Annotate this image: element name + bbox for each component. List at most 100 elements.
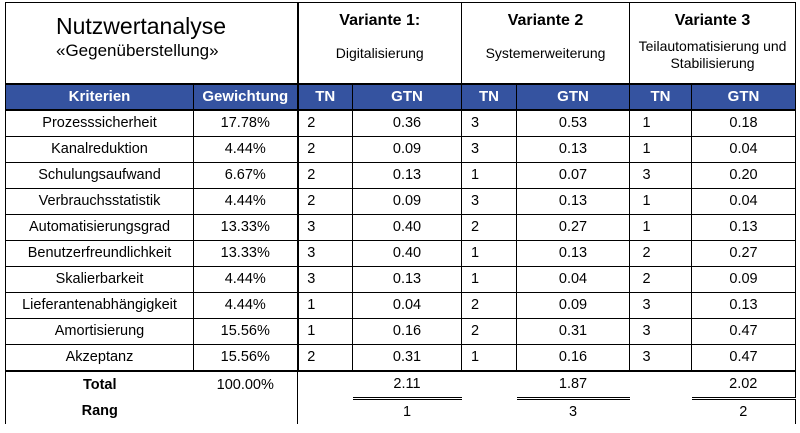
- total-value-3: 2.02: [691, 369, 796, 400]
- criterion-cell: Akzeptanz: [5, 343, 194, 371]
- tn-cell: 1: [461, 239, 517, 267]
- tn-cell: 2: [629, 265, 692, 293]
- variant-3-desc: Teilautomatisierung und Stabilisierung: [638, 38, 787, 71]
- weight-cell: 4.44%: [193, 187, 299, 215]
- weight-cell: 13.33%: [193, 213, 299, 241]
- weight-cell: 4.44%: [193, 135, 299, 163]
- tn-cell: 1: [629, 213, 692, 241]
- tn-cell: 1: [629, 187, 692, 215]
- weight-cell: 4.44%: [193, 291, 299, 319]
- rank-value-2: 3: [568, 403, 578, 420]
- tn-cell: 3: [461, 187, 517, 215]
- total-row: Total 100.00% 2.11 1.87 2.02: [5, 369, 796, 400]
- criterion-cell: Lieferantenabhängigkeit: [5, 291, 194, 319]
- variant-3-name: Variante 3: [674, 12, 751, 29]
- gtn-cell: 0.27: [691, 239, 796, 267]
- gtn-cell: 0.04: [352, 291, 462, 319]
- table-row: Kanalreduktion 4.44% 2 0.09 3 0.13 1 0.04: [5, 135, 796, 163]
- tn-cell: 3: [629, 161, 692, 189]
- table-row: Lieferantenabhängigkeit 4.44% 1 0.04 2 0.09 3 0…: [5, 291, 796, 319]
- header-tn-2: TN: [461, 83, 517, 111]
- tn-cell: 3: [629, 291, 692, 319]
- gtn-cell: 0.16: [516, 343, 630, 371]
- weight-cell: 17.78%: [193, 109, 299, 137]
- tn-cell: 2: [629, 239, 692, 267]
- gtn-cell: 0.09: [352, 135, 462, 163]
- total-value-2: 1.87: [516, 369, 630, 400]
- tn-cell: 2: [297, 135, 353, 163]
- tn-cell: 3: [629, 317, 692, 345]
- total-label: Total: [5, 369, 194, 398]
- gtn-cell: 0.47: [691, 317, 796, 345]
- utility-analysis-table: Nutzwertanalyse «Gegenüberstellung» Vari…: [5, 2, 796, 424]
- tn-cell: 2: [297, 343, 353, 371]
- table-row: Verbrauchsstatistik 4.44% 2 0.09 3 0.13 1 0.04: [5, 187, 796, 215]
- tn-cell: 1: [297, 317, 353, 345]
- header-gtn-1: GTN: [352, 83, 462, 111]
- gtn-cell: 0.04: [691, 135, 796, 163]
- table-row: Prozesssicherheit 17.78% 2 0.36 3 0.53 1 0.18: [5, 109, 796, 137]
- gtn-cell: 0.13: [352, 265, 462, 293]
- gtn-cell: 0.20: [691, 161, 796, 189]
- gtn-cell: 0.31: [352, 343, 462, 371]
- table-row: Akzeptanz 15.56% 2 0.31 1 0.16 3 0.47: [5, 343, 796, 371]
- gtn-cell: 0.04: [691, 187, 796, 215]
- table-row: Schulungsaufwand 6.67% 2 0.13 1 0.07 3 0.20: [5, 161, 796, 189]
- weight-cell: 15.56%: [193, 343, 299, 371]
- header-weight: Gewichtung: [193, 83, 299, 111]
- gtn-cell: 0.09: [691, 265, 796, 293]
- table-row: Benutzerfreundlichkeit 13.33% 3 0.40 1 0.13 2 0…: [5, 239, 796, 267]
- gtn-cell: 0.04: [516, 265, 630, 293]
- tn-cell: 2: [461, 291, 517, 319]
- tn-cell: 2: [461, 213, 517, 241]
- criterion-cell: Automatisierungsgrad: [5, 213, 194, 241]
- gtn-cell: 0.09: [516, 291, 630, 319]
- title-row: Nutzwertanalyse «Gegenüberstellung» Vari…: [5, 2, 796, 85]
- gtn-cell: 0.13: [516, 239, 630, 267]
- header-criteria: Kriterien: [5, 83, 194, 111]
- variant-1-desc: Digitalisierung: [335, 45, 424, 61]
- criterion-cell: Prozesssicherheit: [5, 109, 194, 137]
- tn-cell: 1: [461, 161, 517, 189]
- rank-value-3: 2: [691, 398, 796, 424]
- criterion-cell: Amortisierung: [5, 317, 194, 345]
- tn-cell: 3: [461, 135, 517, 163]
- gtn-cell: 0.13: [691, 291, 796, 319]
- tn-cell: 2: [297, 109, 353, 137]
- tn-cell: 2: [297, 187, 353, 215]
- gtn-cell: 0.40: [352, 239, 462, 267]
- gtn-cell: 0.07: [516, 161, 630, 189]
- header-tn-1: TN: [297, 83, 353, 111]
- gtn-cell: 0.16: [352, 317, 462, 345]
- tn-cell: 3: [297, 239, 353, 267]
- gtn-cell: 0.27: [516, 213, 630, 241]
- table-row: Skalierbarkeit 4.44% 3 0.13 1 0.04 2 0.09: [5, 265, 796, 293]
- gtn-cell: 0.09: [352, 187, 462, 215]
- weight-cell: 4.44%: [193, 265, 299, 293]
- variant-1-header: Variante 1: Digitalisierung: [297, 2, 462, 85]
- header-gtn-2: GTN: [516, 83, 630, 111]
- criterion-cell: Skalierbarkeit: [5, 265, 194, 293]
- gtn-cell: 0.13: [516, 187, 630, 215]
- rank-label: Rang: [5, 398, 194, 424]
- tn-cell: 1: [461, 343, 517, 371]
- total-weight: 100.00%: [193, 369, 298, 398]
- gtn-cell: 0.31: [516, 317, 630, 345]
- tn-cell: 1: [297, 291, 353, 319]
- gtn-cell: 0.13: [516, 135, 630, 163]
- criterion-cell: Schulungsaufwand: [5, 161, 194, 189]
- gtn-cell: 0.36: [352, 109, 462, 137]
- tn-cell: 2: [297, 161, 353, 189]
- weight-cell: 6.67%: [193, 161, 299, 189]
- weight-cell: 13.33%: [193, 239, 299, 267]
- gtn-cell: 0.18: [691, 109, 796, 137]
- tn-cell: 3: [461, 109, 517, 137]
- rank-row: Rang 1 3 2: [5, 398, 796, 424]
- tn-cell: 3: [629, 343, 692, 371]
- weight-cell: 15.56%: [193, 317, 299, 345]
- criterion-cell: Kanalreduktion: [5, 135, 194, 163]
- variant-2-header: Variante 2 Systemerweiterung: [461, 2, 630, 85]
- gtn-cell: 0.40: [352, 213, 462, 241]
- tn-cell: 1: [461, 265, 517, 293]
